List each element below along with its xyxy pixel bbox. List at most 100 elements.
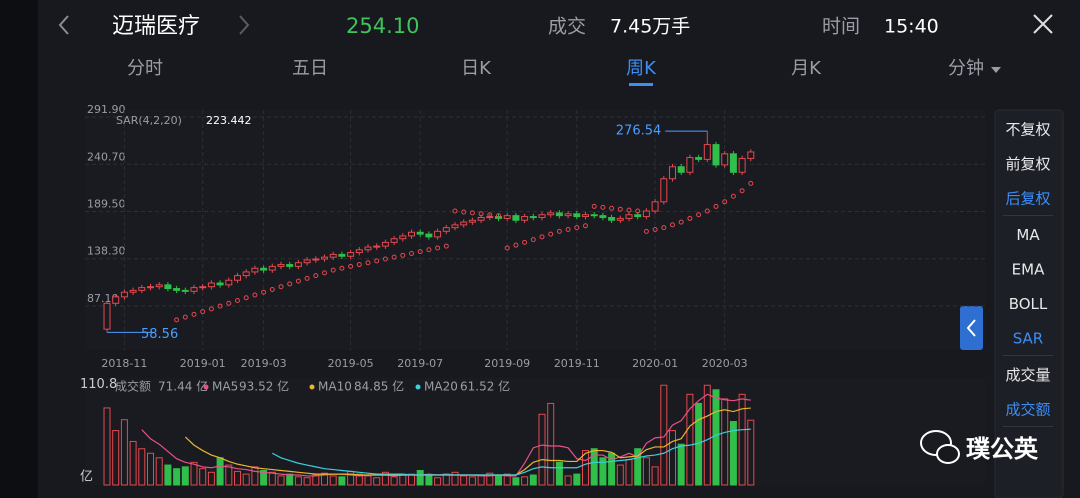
candle-body <box>634 214 642 218</box>
menu-item[interactable]: 成交量 <box>1005 366 1050 384</box>
tab[interactable]: 分时 <box>127 58 163 79</box>
candle-body <box>512 215 520 221</box>
sar-dot <box>626 207 632 213</box>
volume-bar <box>616 464 624 486</box>
candle-body <box>294 262 302 267</box>
y-tick-label: 110.8 <box>80 377 117 392</box>
sar-dot <box>513 242 519 248</box>
candle-body <box>625 214 633 219</box>
sar-dot <box>522 239 528 245</box>
y-tick-label: 240.70 <box>87 150 126 163</box>
sar-dot <box>313 273 319 279</box>
sar-dot <box>330 267 336 273</box>
menu-item[interactable]: 后复权 <box>1005 190 1050 208</box>
sar-dot <box>217 303 223 309</box>
close-button[interactable] <box>1033 14 1053 34</box>
sar-dot <box>322 270 327 276</box>
menu-item[interactable]: BOLL <box>1009 295 1048 313</box>
candle-body <box>686 157 694 173</box>
legend-value: 61.52 亿 <box>460 379 510 394</box>
candle-body <box>477 216 485 221</box>
tab[interactable]: 五日 <box>292 58 328 79</box>
x-tick-label: 2020-01 <box>632 357 678 370</box>
tab[interactable]: 周K <box>626 58 657 79</box>
volume-bar <box>268 471 276 486</box>
sar-dot <box>583 223 588 229</box>
stock-name: 迈瑞医疗 <box>112 14 200 39</box>
sar-dot <box>556 228 562 234</box>
sar-dot <box>348 263 354 269</box>
volume-bar <box>468 476 476 486</box>
sar-dot <box>269 286 275 292</box>
sar-dot <box>226 300 232 306</box>
sar-dot <box>643 228 649 234</box>
volume-bar <box>642 457 650 486</box>
sar-dot <box>496 213 501 219</box>
volume-bar <box>521 476 529 486</box>
candle-body <box>242 271 250 277</box>
collapse-button[interactable] <box>960 306 983 350</box>
x-tick-label: 2020-03 <box>702 357 748 370</box>
legend-value: 71.44 亿 <box>158 379 208 394</box>
sar-dot <box>295 278 301 284</box>
candle-body <box>355 249 363 254</box>
price: 254.10 <box>346 14 419 38</box>
volume-bar <box>207 471 215 486</box>
candle-body <box>642 210 650 218</box>
candle-body <box>590 214 598 217</box>
candle-body <box>173 288 181 291</box>
sar-dot <box>461 209 467 215</box>
sar-dot <box>208 306 214 312</box>
left-edge <box>0 0 38 498</box>
volume-bar <box>234 470 241 486</box>
sar-dot <box>287 281 293 287</box>
candle-body <box>347 252 355 257</box>
volume-bar <box>225 464 233 486</box>
sar-dot <box>670 222 675 228</box>
volume-bar <box>442 473 450 486</box>
volume-bar <box>686 393 694 486</box>
volume-bar <box>286 473 294 486</box>
menu-item[interactable]: 前复权 <box>1005 155 1050 173</box>
volume-bar <box>451 471 459 486</box>
volume-bar <box>173 468 181 486</box>
volume-bar <box>112 430 120 486</box>
menu-item[interactable]: 不复权 <box>1005 121 1050 139</box>
candle-body <box>181 289 189 292</box>
sar-dot <box>565 226 571 232</box>
candle-body <box>521 216 529 221</box>
candle-body <box>364 246 372 251</box>
volume-bar <box>303 477 311 486</box>
menu-item[interactable]: SAR <box>1013 330 1043 348</box>
sar-dot <box>574 225 580 231</box>
sar-dot <box>530 237 536 243</box>
back-button[interactable] <box>58 15 69 35</box>
candle-body <box>234 275 241 281</box>
menu-item[interactable]: MA <box>1016 226 1040 244</box>
volume-bar <box>190 461 198 486</box>
sar-dot <box>539 234 545 240</box>
candle-body <box>503 215 511 219</box>
tab[interactable]: 月K <box>791 58 822 79</box>
volume-bar <box>103 407 111 486</box>
x-tick-label: 2018-11 <box>101 357 147 370</box>
volume-bar <box>338 476 346 486</box>
sar-dot <box>243 295 249 301</box>
menu-item[interactable]: EMA <box>1012 261 1045 279</box>
tab[interactable]: 分钟 <box>948 58 984 79</box>
next-button[interactable] <box>239 15 250 35</box>
sar-dot <box>261 289 267 295</box>
volume: 7.45万手 <box>610 16 690 38</box>
candle-body <box>451 224 459 229</box>
volume-bar <box>582 450 589 486</box>
legend-dot <box>415 384 421 390</box>
candle-body <box>329 253 337 258</box>
sar-dot <box>504 245 510 251</box>
volume-bar <box>660 384 668 486</box>
tab[interactable]: 日K <box>461 58 492 79</box>
menu-item[interactable]: 成交额 <box>1005 401 1050 419</box>
candle-body <box>225 279 233 286</box>
sar-dot <box>713 203 719 209</box>
candle-body <box>555 212 563 217</box>
